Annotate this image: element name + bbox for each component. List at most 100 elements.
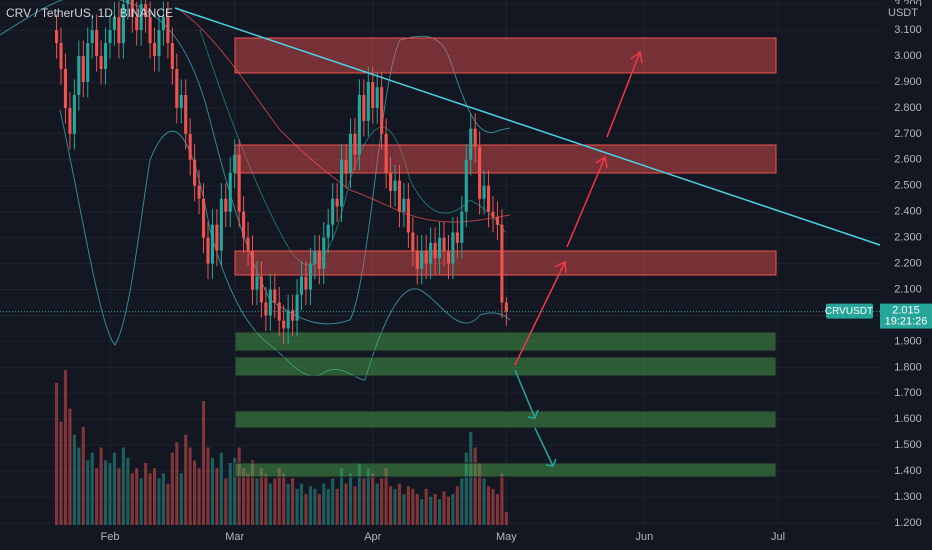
y-tick-label: 1.900 [894, 335, 922, 347]
volume-bar [255, 478, 259, 525]
volume-pane [55, 370, 508, 525]
volume-bar [482, 478, 486, 525]
candle-body [135, 17, 139, 31]
candle-body [188, 133, 192, 160]
volume-bar [273, 478, 277, 525]
volume-bar [335, 488, 339, 525]
x-tick-label: May [496, 531, 517, 543]
volume-bar [500, 473, 504, 525]
volume-bar [126, 457, 130, 525]
candle-body [411, 232, 415, 251]
candle-body [228, 172, 232, 212]
candle-body [344, 159, 348, 173]
volume-bar [175, 442, 179, 525]
arrow [514, 260, 567, 366]
arrows-down [514, 369, 557, 467]
arrow [606, 50, 643, 138]
y-tick-label: 2.500 [894, 180, 922, 192]
candle-body [389, 172, 393, 191]
candle-body [478, 146, 482, 199]
y-tick-label: 2.900 [894, 76, 922, 88]
volume-bar [384, 468, 388, 525]
candle-body [486, 185, 491, 212]
candle-body [282, 320, 286, 329]
candle-body [291, 310, 295, 321]
candle-body [72, 94, 76, 134]
volume-bar [72, 434, 76, 525]
currency: USDT [888, 7, 918, 19]
volume-bar [362, 478, 366, 525]
volume-bar [331, 478, 335, 525]
volume-bar [411, 488, 415, 525]
candle-body [99, 56, 103, 70]
volume-bar [371, 473, 375, 525]
candle-body [326, 224, 330, 238]
candle-body [380, 87, 384, 134]
volume-bar [166, 483, 170, 525]
candle-body [121, 4, 125, 44]
y-tick-label: 2.800 [894, 102, 922, 114]
volume-bar [420, 499, 424, 525]
candle-body [415, 250, 419, 269]
volume-bar [103, 460, 108, 525]
candle-body [255, 276, 259, 290]
currency-box [886, 4, 920, 20]
candle-body [152, 43, 157, 57]
candle-body [393, 180, 397, 191]
support-zone [234, 356, 777, 377]
volume-bar [152, 468, 157, 525]
candle-body [112, 17, 117, 31]
candle-body [108, 30, 112, 44]
candle-body [317, 250, 321, 269]
volume-bar [291, 478, 295, 525]
candle-body [308, 263, 312, 290]
volume-bar [357, 463, 361, 525]
x-tick-label: Feb [101, 531, 120, 543]
volume-bar [193, 460, 197, 525]
candle-body [273, 289, 277, 303]
candle-body [504, 302, 508, 312]
upper-band [0, 0, 511, 325]
volume-bar [157, 478, 161, 525]
volume-bar [322, 483, 326, 525]
volume-bar [348, 473, 353, 525]
volume-bar [389, 486, 393, 525]
candle-body [63, 69, 68, 108]
volume-bar [460, 478, 464, 525]
y-tick-label: 2.400 [894, 206, 922, 218]
candle-body [331, 198, 335, 225]
chart-title: CRV / TetherUS, 1D, BINANCE [6, 6, 173, 20]
resistance-zone [234, 144, 777, 174]
candle-body [442, 237, 446, 251]
candle-body [424, 250, 428, 264]
x-tick-label: Jun [636, 531, 654, 543]
volume-bar [406, 486, 410, 525]
support-zone [234, 462, 777, 478]
volume-bar [197, 468, 201, 525]
y-tick-label: 2.600 [894, 154, 922, 166]
resistance-zone [234, 37, 777, 74]
candle-body [197, 185, 201, 199]
volume-bar [112, 452, 117, 525]
candle-body [313, 250, 317, 264]
arrow [534, 427, 557, 467]
symbol-tag: CRVUSDT [825, 306, 873, 317]
volume-bar [304, 494, 308, 525]
candle-body [233, 154, 237, 173]
candle-body [295, 294, 299, 321]
volume-bar [179, 473, 183, 525]
volume-bar [455, 486, 459, 525]
candle-body [117, 17, 121, 44]
volume-bar [95, 468, 99, 525]
volume-bar [228, 463, 232, 525]
candle-body [348, 133, 353, 173]
volume-bar [469, 432, 473, 525]
candle-body [166, 17, 170, 44]
candle-body [397, 180, 402, 212]
candle-body [299, 276, 304, 295]
volume-bar [495, 494, 500, 525]
candle-body [242, 211, 246, 238]
volume-bar [259, 468, 263, 525]
candle-body [55, 30, 59, 44]
candle-body [402, 198, 406, 212]
